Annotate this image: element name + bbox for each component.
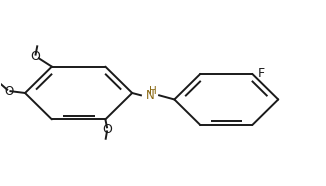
Text: O: O (4, 85, 13, 98)
Text: O: O (102, 123, 112, 136)
Text: N: N (146, 89, 155, 102)
Text: H: H (149, 86, 157, 96)
Text: O: O (31, 50, 40, 63)
Text: F: F (258, 67, 265, 80)
